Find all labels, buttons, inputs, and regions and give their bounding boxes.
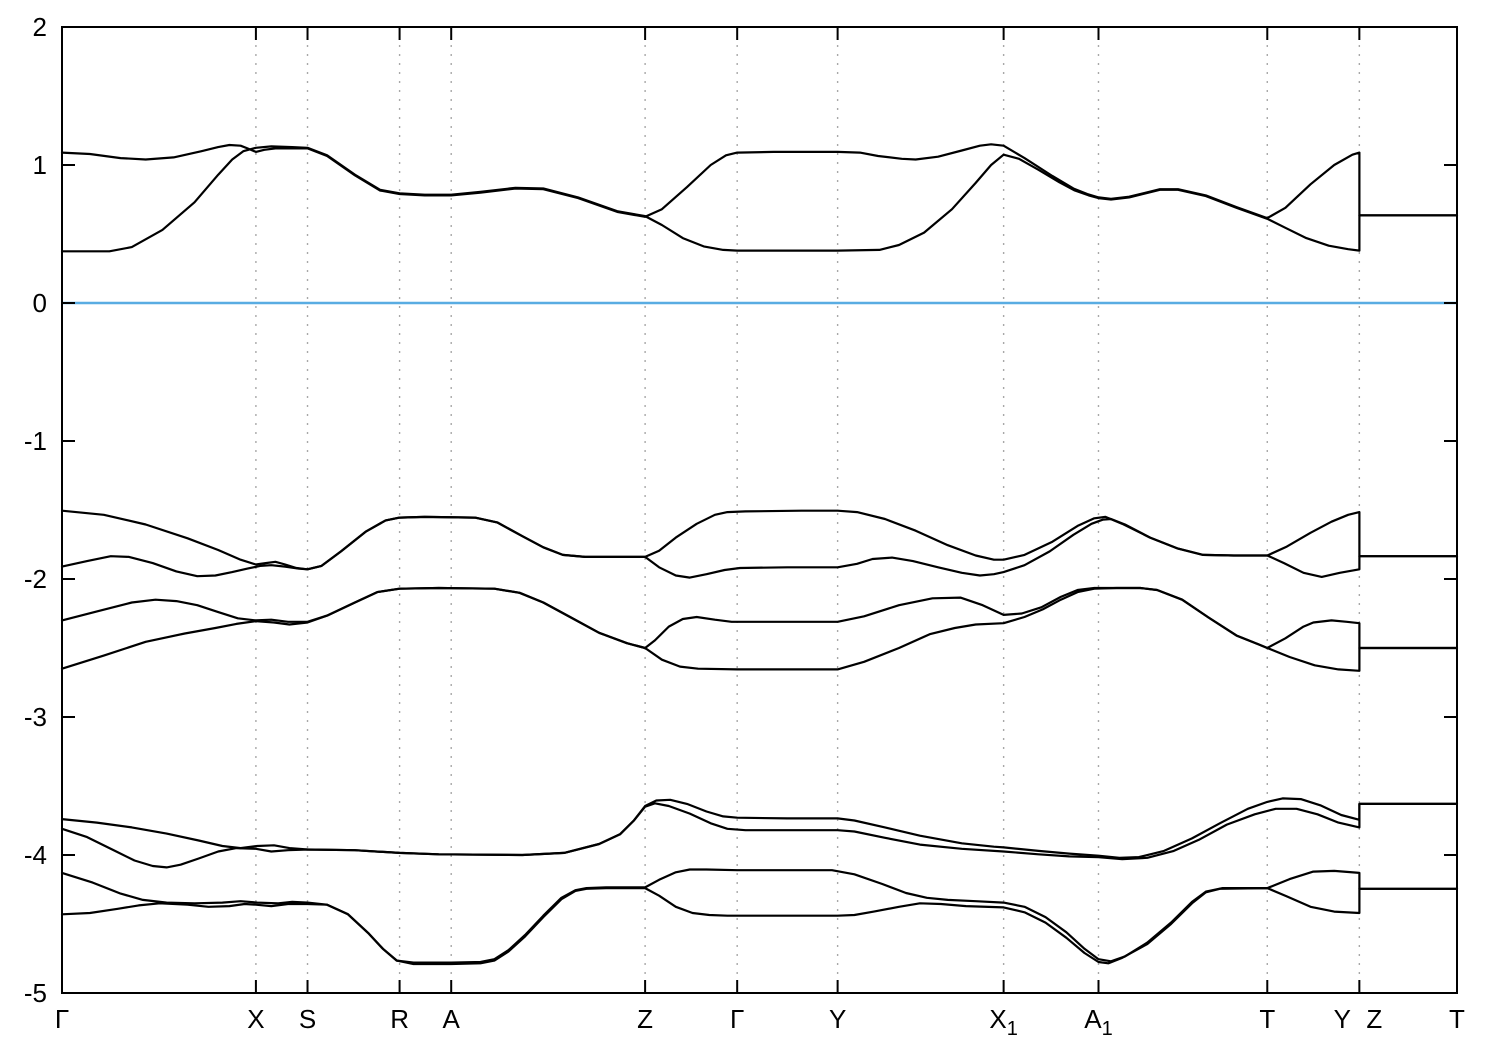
ytick-label: -1 xyxy=(24,426,47,456)
band-8 xyxy=(60,509,1459,571)
kpoint-label-Z: Z xyxy=(1366,1004,1382,1034)
ytick-label: -3 xyxy=(24,702,47,732)
ytick-label: -2 xyxy=(24,564,47,594)
band-9 xyxy=(60,145,1459,253)
kpoint-label-X: X xyxy=(247,1004,264,1034)
kpoint-label-Γ: Γ xyxy=(730,1004,744,1034)
band-2 xyxy=(60,868,1459,964)
band-1 xyxy=(60,886,1459,966)
kpoint-label-T: T xyxy=(1259,1004,1275,1034)
kpoint-label-Y: Y xyxy=(1334,1004,1351,1034)
band-3 xyxy=(60,802,1459,869)
ytick-label: -5 xyxy=(24,978,47,1008)
kpoint-label-Z: Z xyxy=(637,1004,653,1034)
band-5 xyxy=(60,586,1459,672)
band-6 xyxy=(60,586,1459,650)
kpoint-label-T: T xyxy=(1449,1004,1465,1034)
kpoint-label-X1: X1 xyxy=(989,1004,1017,1040)
band-7 xyxy=(60,515,1459,579)
kpoint-label-R: R xyxy=(390,1004,409,1034)
ytick-label: -4 xyxy=(24,840,47,870)
kpoint-label-A1: A1 xyxy=(1084,1004,1112,1040)
ytick-label: 0 xyxy=(33,288,47,318)
band-10 xyxy=(60,143,1459,220)
kpoint-label-Γ: Γ xyxy=(55,1004,69,1034)
plot-border xyxy=(61,26,1458,994)
kpoint-label-A: A xyxy=(443,1004,461,1034)
ytick-label: 1 xyxy=(33,150,47,180)
kpoint-label-Y: Y xyxy=(829,1004,846,1034)
ytick-label: 2 xyxy=(33,12,47,42)
kpoint-label-S: S xyxy=(299,1004,316,1034)
band-4 xyxy=(60,797,1459,859)
